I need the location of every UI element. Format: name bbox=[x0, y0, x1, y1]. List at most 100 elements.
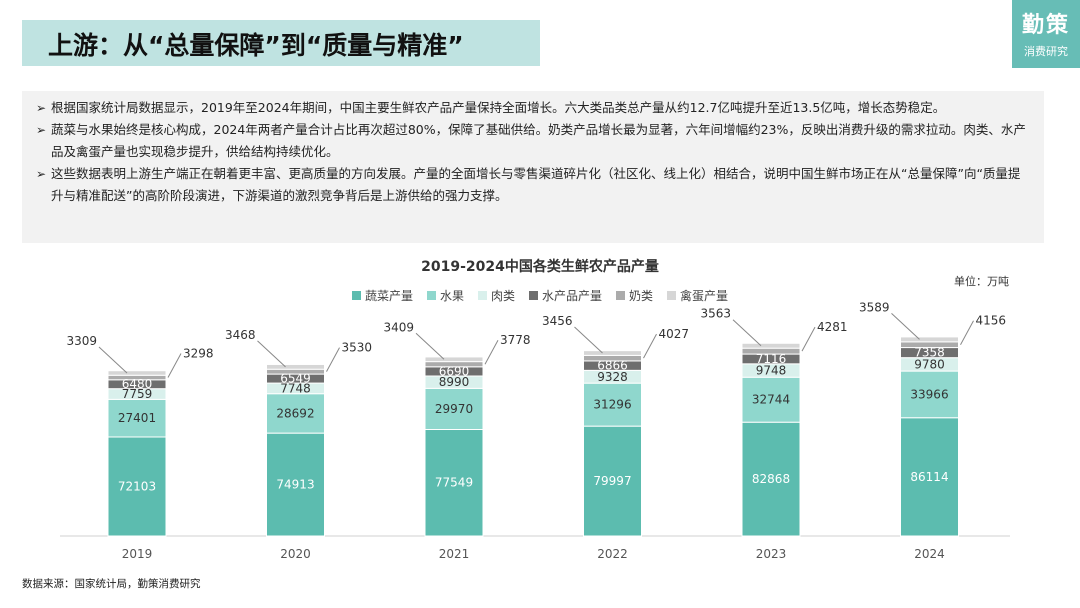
data-label: 86114 bbox=[910, 470, 948, 484]
legend-item: 蔬菜产量 bbox=[351, 287, 413, 304]
data-label: 6690 bbox=[439, 364, 470, 378]
bar-segment bbox=[741, 376, 801, 423]
data-label: 3589 bbox=[859, 300, 890, 314]
leader-line bbox=[801, 326, 816, 352]
leader-line bbox=[732, 319, 762, 347]
legend-item: 水产品产量 bbox=[529, 287, 602, 304]
data-label: 3309 bbox=[66, 334, 97, 348]
x-tick-label: 2023 bbox=[756, 547, 787, 561]
data-label: 3778 bbox=[500, 333, 531, 347]
data-label: 29970 bbox=[435, 402, 473, 416]
data-label: 79997 bbox=[593, 474, 631, 488]
data-label: 3409 bbox=[383, 320, 414, 334]
data-label: 3468 bbox=[225, 328, 256, 342]
data-label: 27401 bbox=[118, 411, 156, 425]
data-label: 3298 bbox=[183, 347, 214, 361]
bar-segment bbox=[266, 432, 325, 537]
legend-item: 肉类 bbox=[477, 287, 515, 304]
bar-segment bbox=[583, 425, 642, 537]
legend-swatch bbox=[667, 291, 677, 300]
x-tick-label: 2020 bbox=[280, 547, 311, 561]
bar-segment bbox=[741, 421, 801, 537]
brand-logo: 勤策 消费研究 bbox=[1012, 0, 1080, 68]
legend-label: 水果 bbox=[439, 289, 464, 303]
bar-segment bbox=[741, 342, 801, 349]
bar-segment bbox=[266, 393, 325, 434]
data-label: 32744 bbox=[752, 393, 790, 407]
data-label: 6866 bbox=[597, 359, 628, 373]
x-tick-label: 2022 bbox=[597, 547, 628, 561]
legend-swatch bbox=[529, 291, 538, 300]
x-tick-label: 2024 bbox=[914, 547, 945, 561]
legend-label: 奶类 bbox=[629, 289, 654, 303]
legend-item: 奶类 bbox=[616, 287, 653, 304]
bar-segment bbox=[424, 356, 484, 363]
legend-swatch bbox=[616, 291, 626, 300]
leader-line bbox=[891, 313, 920, 340]
summary-box: ➢ 根据国家统计局数据显示，2019年至2024年期间，中国主要生鲜农产品产量保持… bbox=[22, 91, 1044, 243]
data-label: 7116 bbox=[756, 352, 787, 366]
leader-line bbox=[326, 347, 340, 372]
bar-segment bbox=[900, 370, 959, 419]
chart-title: 2019-2024中国各类生鲜农产品产量 bbox=[421, 259, 659, 275]
data-label: 33966 bbox=[910, 387, 948, 401]
data-label: 3530 bbox=[342, 341, 373, 355]
data-label: 7358 bbox=[914, 346, 945, 360]
legend-swatch bbox=[351, 291, 361, 300]
legend-item: 禽蛋产量 bbox=[667, 287, 728, 304]
bar-segment bbox=[900, 417, 959, 537]
data-source: 数据来源：国家统计局，勤策消费研究 bbox=[22, 578, 201, 590]
arrow-bullet-icon: ➢ bbox=[36, 123, 47, 137]
leader-line bbox=[415, 332, 445, 360]
data-label: 3456 bbox=[542, 314, 573, 328]
legend-label: 肉类 bbox=[490, 289, 515, 303]
summary-item: ➢ 这些数据表明上游生产端正在朝着更丰富、更高质量的方向发展。产量的全面增长与零售… bbox=[36, 163, 1028, 207]
data-label: 9780 bbox=[914, 357, 945, 371]
data-label: 74913 bbox=[276, 478, 314, 492]
summary-item: ➢ 根据国家统计局数据显示，2019年至2024年期间，中国主要生鲜农产品产量保持… bbox=[36, 97, 1028, 119]
legend-item: 水果 bbox=[426, 287, 464, 304]
legend-label: 蔬菜产量 bbox=[364, 289, 413, 303]
logo-subtext: 消费研究 bbox=[1024, 45, 1068, 58]
data-label: 28692 bbox=[276, 406, 314, 420]
data-label: 9748 bbox=[756, 364, 787, 378]
leader-line bbox=[960, 320, 974, 345]
data-label: 8990 bbox=[439, 375, 470, 389]
bar-segment bbox=[107, 436, 167, 537]
x-tick-label: 2019 bbox=[122, 547, 153, 561]
data-label: 7748 bbox=[280, 381, 311, 395]
legend-swatch bbox=[426, 291, 436, 300]
data-label: 4281 bbox=[817, 320, 848, 334]
chart-legend: 蔬菜产量 水果 肉类 水产品产量 奶类 禽蛋产量 bbox=[0, 287, 1080, 304]
data-label: 6549 bbox=[280, 372, 311, 386]
bar-segment bbox=[107, 370, 167, 376]
page-title: 上游：从“总量保障”到“质量与精准” bbox=[48, 31, 464, 60]
data-label: 31296 bbox=[593, 398, 631, 412]
data-label: 7759 bbox=[122, 387, 153, 401]
chart-unit: 单位：万吨 bbox=[954, 275, 1009, 288]
data-label: 3563 bbox=[700, 307, 731, 321]
data-label: 4156 bbox=[976, 314, 1007, 328]
leader-line bbox=[643, 333, 657, 359]
data-label: 9328 bbox=[597, 370, 628, 384]
data-label: 82868 bbox=[752, 472, 790, 486]
arrow-bullet-icon: ➢ bbox=[36, 101, 47, 115]
leader-line bbox=[167, 353, 182, 378]
bar-segment bbox=[424, 428, 484, 537]
leader-line bbox=[98, 346, 128, 374]
legend-label: 禽蛋产量 bbox=[680, 289, 729, 303]
summary-text: 根据国家统计局数据显示，2019年至2024年期间，中国主要生鲜农产品产量保持全… bbox=[51, 100, 946, 115]
bar-segment bbox=[583, 350, 642, 356]
bar-segment bbox=[900, 336, 959, 343]
data-label: 72103 bbox=[118, 479, 156, 493]
data-label: 6480 bbox=[122, 377, 153, 391]
leader-line bbox=[484, 339, 499, 365]
data-label: 4027 bbox=[659, 327, 690, 341]
summary-text: 这些数据表明上游生产端正在朝着更丰富、更高质量的方向发展。产量的全面增长与零售渠… bbox=[51, 166, 1021, 203]
arrow-bullet-icon: ➢ bbox=[36, 167, 47, 181]
summary-text: 蔬菜与水果始终是核心构成，2024年两者产量合计占比再次超过80%，保障了基础供… bbox=[51, 122, 1026, 159]
data-label: 77549 bbox=[435, 476, 473, 490]
bar-segment bbox=[424, 387, 484, 430]
legend-label: 水产品产量 bbox=[542, 289, 603, 303]
